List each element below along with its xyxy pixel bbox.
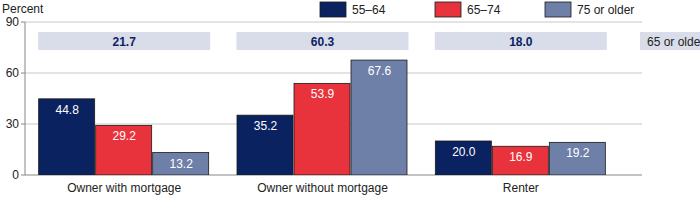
category-label: Renter xyxy=(503,181,539,195)
summary-box xyxy=(435,32,607,50)
bar xyxy=(549,142,605,175)
bar xyxy=(435,141,491,175)
summary-box xyxy=(38,32,210,50)
legend-swatch xyxy=(435,2,461,17)
data-label: 13.2 xyxy=(169,157,193,171)
bar xyxy=(39,99,95,175)
tick-mark xyxy=(21,124,25,125)
legend-swatch xyxy=(320,2,346,17)
data-label: 44.8 xyxy=(55,103,79,117)
tick-label: 90 xyxy=(6,15,20,29)
bar xyxy=(294,83,350,175)
summary-label: 65 or older xyxy=(647,35,700,49)
data-label: 53.9 xyxy=(311,87,335,101)
grid xyxy=(21,22,642,175)
tick-mark xyxy=(21,22,25,23)
legend: 55–64 65–74 75 or older xyxy=(320,2,634,17)
legend-label: 55–64 xyxy=(352,3,386,17)
data-label: 16.9 xyxy=(509,150,533,164)
data-label: 19.2 xyxy=(566,146,590,160)
bar xyxy=(237,115,293,175)
grid-line xyxy=(25,73,642,74)
summary-box xyxy=(237,32,409,50)
chart: Percent 0 30 60 90 44.8 35.2 20.0 29.2 53.9 16.9 13… xyxy=(0,0,700,198)
data-labels: 44.8 35.2 20.0 29.2 53.9 16.9 13.2 67.6 19.2 xyxy=(55,64,589,170)
data-label: 20.0 xyxy=(452,145,476,159)
y-axis-label: Percent xyxy=(2,2,44,16)
bar xyxy=(153,153,209,175)
bars xyxy=(39,60,606,175)
legend-label: 65–74 xyxy=(467,3,501,17)
tick-mark xyxy=(21,73,25,74)
data-label: 35.2 xyxy=(254,119,278,133)
data-label: 67.6 xyxy=(368,64,392,78)
data-label: 29.2 xyxy=(112,129,136,143)
category-label: Owner with mortgage xyxy=(67,181,181,195)
legend-label: 75 or older xyxy=(577,3,634,17)
tick-label: 0 xyxy=(12,168,19,182)
summary-value: 18.0 xyxy=(509,35,533,49)
bar xyxy=(351,60,407,175)
tick-mark xyxy=(21,175,25,176)
tick-label: 30 xyxy=(6,117,20,131)
bar xyxy=(492,146,548,175)
summary-value: 21.7 xyxy=(112,35,136,49)
bar xyxy=(96,125,152,175)
summary-value: 60.3 xyxy=(311,35,335,49)
y-axis-line xyxy=(25,22,26,175)
legend-swatch xyxy=(545,2,571,17)
category-label: Owner without mortgage xyxy=(257,181,388,195)
tick-label: 60 xyxy=(6,66,20,80)
grid-line xyxy=(25,22,642,23)
